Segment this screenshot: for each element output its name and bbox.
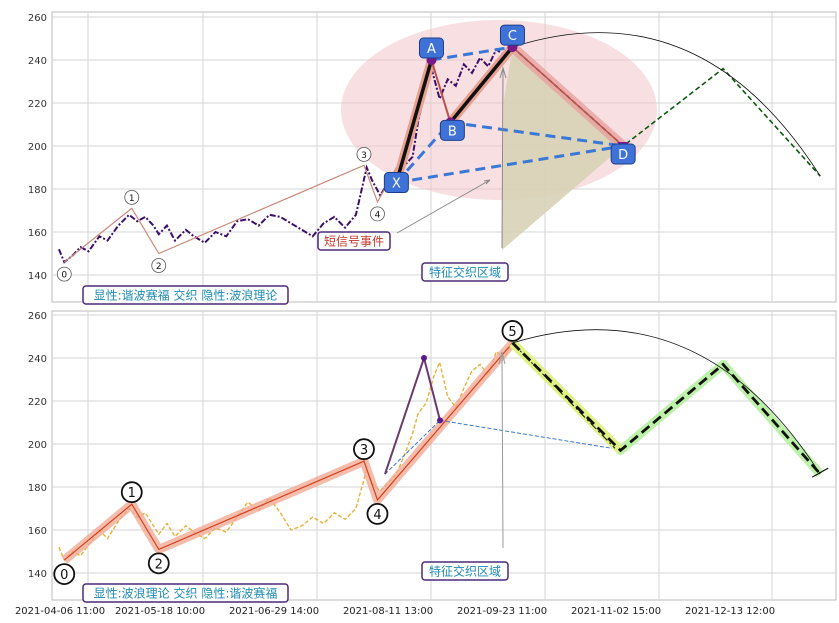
wave-label-5: 5 <box>508 325 516 340</box>
wave-label-circle <box>124 189 140 205</box>
projection-line <box>511 341 822 476</box>
wave-label-2: 2 <box>155 557 163 572</box>
y-tick-label: 140 <box>28 569 47 580</box>
wave-label-4: 4 <box>375 210 381 220</box>
harmonic-label-b: B <box>448 124 457 139</box>
arc-end-tick <box>811 467 829 478</box>
wave-path-line <box>63 164 397 263</box>
harmonic-label-x: X <box>392 177 401 192</box>
harmonic-dashed-leg <box>396 144 624 185</box>
wave-label-circle <box>501 320 524 342</box>
wave-label-2: 2 <box>156 262 162 272</box>
plot-body <box>57 20 821 264</box>
y-tick-label: 180 <box>28 185 47 196</box>
annotation-arrow <box>396 179 491 234</box>
feature-region-box <box>421 262 509 282</box>
annotation-arrow <box>498 351 506 549</box>
a-point-dot <box>421 355 427 361</box>
feature-region-box-text: 特征交织区域 <box>429 265 501 280</box>
harmonic-label-box <box>439 119 465 141</box>
x-tick-label: 2021-11-02 15:00 <box>571 606 661 617</box>
reference-dashed-line <box>439 419 613 449</box>
harmonic-label-box <box>383 172 409 194</box>
x-axis: 2021-04-06 11:00 2021-05-18 10:00 2021-06-… <box>15 606 775 617</box>
top-panel: 140 160 180 200 220 240 260 X A B C D 0 1 2 3 4 短信号事件特征交织… <box>28 11 837 305</box>
x-tick-label: 2021-08-11 13:00 <box>343 606 433 617</box>
wave-label-circle <box>366 503 389 525</box>
wave-label-1: 1 <box>129 194 135 204</box>
harmonic-label-box <box>418 37 444 59</box>
wave-label-circle <box>53 563 76 585</box>
x-tick-label: 2021-05-18 10:00 <box>115 606 205 617</box>
wave-path-line <box>63 342 513 561</box>
x-tick-label: 2021-06-29 14:00 <box>229 606 319 617</box>
y-tick-label: 160 <box>28 526 47 537</box>
wave-label-0: 0 <box>60 568 68 583</box>
bottom-panel: 140 160 180 200 220 240 260 0 1 2 3 4 5 特征交织区域显性:波浪理论… <box>28 310 837 603</box>
wave-label-circle <box>151 258 167 273</box>
b-point-dot <box>437 417 443 424</box>
wave-label-circle <box>120 481 143 504</box>
y-tick-label: 200 <box>28 440 47 451</box>
y-tick-label: 260 <box>28 311 47 322</box>
feature-region-box <box>421 561 509 581</box>
pattern-description-box-text: 显性:谐波赛福 交织 隐性:波浪理论 <box>94 288 278 303</box>
wave-label-3: 3 <box>361 151 367 161</box>
wave-label-circle <box>356 146 372 162</box>
harmonic-dashed-leg <box>431 45 513 62</box>
x-tick-label: 2021-04-06 11:00 <box>15 606 105 617</box>
harmonic-label-c: C <box>508 29 517 44</box>
x-tick-label: 2021-09-23 11:00 <box>457 606 547 617</box>
annotation-arrow <box>499 66 507 249</box>
projection-arc <box>512 329 821 475</box>
y-tick-label: 260 <box>28 13 47 24</box>
pattern-description-box-text: 显性:波浪理论 交织 隐性:谐波赛福 <box>94 586 278 601</box>
y-tick-label: 180 <box>28 483 47 494</box>
price-series-line <box>57 44 514 264</box>
harmonic-dashed-leg <box>450 120 624 148</box>
pattern-description-box <box>82 285 289 305</box>
harmonic-label-box <box>499 24 525 46</box>
harmonic-leg <box>449 45 514 124</box>
wave-label-4: 4 <box>373 508 381 523</box>
plot-body <box>58 329 829 564</box>
y-tick-label: 200 <box>28 142 47 153</box>
x-tick-label: 2021-12-13 12:00 <box>685 606 775 617</box>
y-tick-label: 220 <box>28 397 47 408</box>
y-tick-label: 160 <box>28 228 47 239</box>
wave-label-circle <box>353 438 375 461</box>
harmonic-label-a: A <box>427 42 436 57</box>
short-signal-event-box-text: 短信号事件 <box>324 235 384 249</box>
wave-label-circle <box>56 266 72 282</box>
short-signal-event-box <box>317 231 391 251</box>
y-tick-label: 140 <box>28 271 47 282</box>
pattern-description-box <box>82 583 289 603</box>
harmonic-leg-ab <box>430 59 452 123</box>
y-tick-label: 240 <box>28 354 47 365</box>
wave-label-circle <box>147 552 170 575</box>
wave-label-circle <box>370 206 385 222</box>
wave-label-3: 3 <box>360 443 368 458</box>
reference-dashed-line <box>384 419 441 475</box>
projection-arc <box>512 32 821 177</box>
shaded-area <box>502 47 624 250</box>
y-tick-label: 240 <box>28 56 47 67</box>
harmonic-label-box <box>610 143 636 165</box>
wave-label-0: 0 <box>61 271 67 281</box>
harmonic-label-d: D <box>618 148 628 163</box>
feature-region-box-text: 特征交织区域 <box>429 564 501 579</box>
harmonic-leg-cd <box>511 46 624 147</box>
plot-area <box>51 310 837 601</box>
wave-label-1: 1 <box>128 486 136 501</box>
harmonic-leg <box>394 59 434 184</box>
y-tick-label: 220 <box>28 99 47 110</box>
